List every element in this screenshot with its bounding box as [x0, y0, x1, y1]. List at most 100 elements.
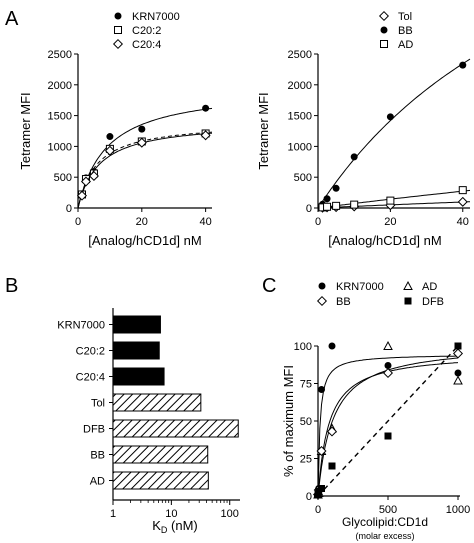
- panel-label-a: A: [5, 8, 19, 30]
- y-tick-label: 500: [294, 172, 312, 184]
- bars: [112, 315, 239, 490]
- panel-label-c: C: [262, 275, 276, 297]
- category-label-dfb: DFB: [83, 424, 105, 436]
- plot-area: [312, 340, 464, 500]
- category-label-krn7000: KRN7000: [57, 320, 105, 332]
- y-tick-label: 50: [300, 416, 312, 428]
- legend-marker: [114, 26, 122, 34]
- legend-label-c20-4: C20:4: [132, 39, 161, 51]
- fit-curve-ad: [317, 362, 459, 497]
- data-point-krn7000: [318, 386, 325, 393]
- x-tick-label: 0: [315, 504, 321, 516]
- data-point-ad: [453, 375, 463, 385]
- data-point-tol: [457, 196, 468, 207]
- legend-marker: [380, 40, 388, 48]
- legend-label-ad: AD: [422, 281, 437, 293]
- data-point-dfb: [328, 462, 336, 470]
- legend-marker: [378, 10, 390, 22]
- data-point-c20-4: [136, 137, 147, 148]
- axis-ticks: 0 500 1000 1500 2000 2500 0 20 40: [48, 49, 212, 228]
- data-point-ad: [350, 200, 359, 209]
- legend-marker: [380, 26, 388, 34]
- x-tick-label: 100: [221, 508, 239, 520]
- fit-line-dfb: [317, 345, 459, 497]
- category-label-c20-2: C20:2: [76, 346, 105, 358]
- legend-label-bb: BB: [336, 296, 351, 308]
- y-tick-label: 25: [300, 454, 312, 466]
- legend-marker: [316, 295, 328, 307]
- data-point-dfb: [454, 342, 462, 350]
- legend-marker: [112, 38, 124, 50]
- category-labels: KRN7000 C20:2 C20:4 Tol DFB BB AD: [57, 320, 113, 488]
- data-point-krn7000: [202, 104, 210, 112]
- y-tick-label: 0: [306, 491, 312, 503]
- legend-marker: [404, 297, 412, 305]
- legend-marker-bb: [316, 295, 328, 307]
- legend-marker-tol: [378, 10, 390, 22]
- chart-panel-a-left: Tetramer MFI [Analog/hCD1d] nM 0 500 1000 1…: [18, 11, 213, 248]
- legend-marker-krn7000: [114, 12, 122, 20]
- data-point-bb: [459, 61, 467, 69]
- fit-curve-krn7000: [317, 355, 458, 497]
- y-tick-label: 75: [300, 379, 312, 391]
- bar-c20-2: [112, 341, 160, 360]
- legend-label-krn7000: KRN7000: [336, 281, 384, 293]
- x-axis-label: KD (nM): [152, 518, 198, 535]
- axis-ticks: 0 500 1000 1500 2000 2500 0 20 40: [288, 49, 469, 228]
- data-point-ad: [386, 196, 395, 205]
- chart-panel-b: KRN7000 C20:2 C20:4 Tol DFB BB AD 1 10 100 KD (n…: [57, 308, 240, 535]
- legend: KRN7000 BB AD DFB: [316, 280, 444, 308]
- category-label-c20-4: C20:4: [76, 372, 105, 384]
- data-point-dfb: [384, 432, 392, 440]
- data-point-bb: [350, 153, 358, 161]
- legend: KRN7000 C20:2 C20:4: [112, 11, 180, 51]
- fit-curve-bb: [317, 58, 471, 209]
- x-axis-label-k: K: [152, 518, 161, 533]
- x-tick-label: 0: [315, 216, 321, 228]
- legend-label-ad: AD: [398, 39, 413, 51]
- legend-label-c20-2: C20:2: [132, 25, 161, 37]
- legend-label-tol: Tol: [398, 11, 412, 23]
- category-label-tol: Tol: [91, 398, 105, 410]
- data-point-bb: [332, 184, 340, 192]
- data-point-krn7000: [384, 362, 392, 369]
- x-tick-label: 500: [379, 504, 397, 516]
- x-axis-label-subscript: D: [161, 525, 168, 535]
- legend-label-bb: BB: [398, 25, 413, 37]
- data-point-bb: [386, 113, 394, 121]
- legend: Tol BB AD: [378, 10, 413, 51]
- data-point-bb: [316, 445, 327, 457]
- bar-krn7000: [112, 315, 161, 334]
- data-point-ad: [383, 340, 393, 350]
- legend-marker-dfb: [404, 297, 412, 305]
- category-label-bb: BB: [90, 450, 105, 462]
- legend-marker: [318, 282, 326, 290]
- y-tick-label: 0: [66, 203, 72, 215]
- y-tick-label: 2500: [288, 49, 312, 61]
- panel-label-b: B: [5, 275, 18, 297]
- data-point-c20-4: [76, 190, 87, 201]
- y-tick-label: 2000: [48, 80, 72, 92]
- data-point-c20-4: [104, 145, 115, 156]
- x-tick-label: 20: [384, 216, 396, 228]
- legend-marker-krn7000: [318, 282, 326, 290]
- data-point-krn7000: [138, 125, 146, 133]
- data-point-krn7000: [454, 369, 462, 377]
- bar-c20-4: [112, 367, 165, 386]
- legend-marker-c20-4: [112, 38, 124, 50]
- y-tick-label: 2500: [48, 49, 72, 61]
- legend-marker: [114, 12, 122, 20]
- bar-tol: [112, 393, 202, 412]
- data-point-bb: [326, 426, 338, 437]
- y-tick-label: 1000: [288, 141, 312, 153]
- data-point-krn7000: [328, 342, 336, 350]
- y-tick-label: 2000: [288, 80, 312, 92]
- data-point-krn7000: [106, 133, 114, 141]
- y-tick-label: 100: [294, 341, 312, 353]
- legend-marker-ad: [403, 280, 413, 290]
- y-tick-label: 1000: [48, 141, 72, 153]
- plot-area: [317, 58, 471, 213]
- x-tick-label: 1: [110, 508, 116, 520]
